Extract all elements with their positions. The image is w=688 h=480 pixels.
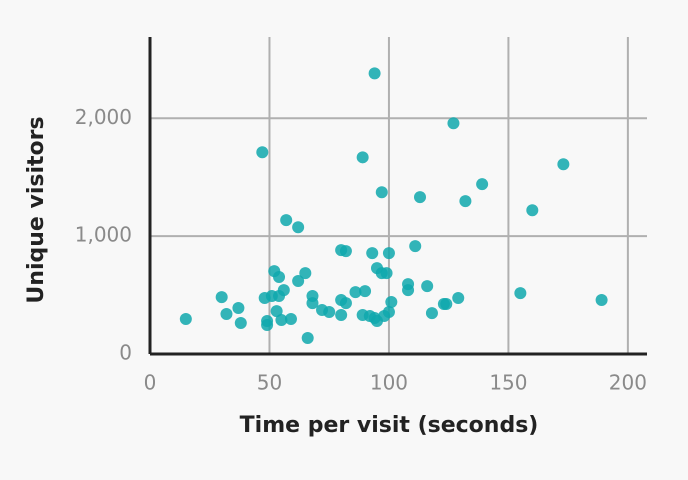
point (273, 271, 286, 284)
point (232, 302, 245, 315)
point (301, 331, 314, 344)
point (375, 186, 388, 199)
point (557, 158, 570, 171)
point (385, 296, 398, 309)
x-tick-label: 150 (489, 371, 527, 395)
x-tick-label: 100 (370, 371, 408, 395)
point (292, 275, 305, 288)
point (440, 298, 453, 311)
point (425, 307, 438, 320)
x-tick-label: 0 (144, 371, 157, 395)
point (514, 287, 527, 300)
point (380, 267, 393, 280)
point (595, 294, 608, 307)
point (447, 117, 460, 130)
point (215, 291, 228, 304)
x-tick-label: 50 (257, 371, 282, 395)
point (368, 67, 381, 80)
y-axis-label: Unique visitors (24, 116, 49, 303)
point (452, 292, 465, 305)
point (270, 305, 283, 318)
point (459, 195, 472, 208)
point (179, 313, 192, 326)
x-axis-label: Time per visit (seconds) (240, 413, 539, 438)
y-tick-label: 2,000 (75, 105, 132, 129)
point (280, 214, 293, 227)
point (220, 308, 233, 321)
point (349, 286, 362, 299)
point (414, 191, 427, 204)
point (323, 306, 336, 319)
point (359, 285, 372, 298)
point (339, 245, 352, 258)
point (382, 306, 395, 319)
point (526, 204, 539, 217)
y-tick-label: 0 (119, 341, 132, 365)
point (339, 297, 352, 310)
point (409, 240, 422, 253)
point (275, 314, 288, 327)
point (292, 221, 305, 234)
y-tick-label: 1,000 (75, 223, 132, 247)
point (476, 178, 489, 191)
point (261, 315, 274, 328)
point (299, 267, 312, 280)
point (335, 308, 348, 321)
point (284, 313, 297, 326)
point (277, 284, 290, 297)
point (234, 317, 247, 330)
point (256, 146, 269, 159)
point (421, 280, 434, 293)
point (306, 297, 319, 310)
point (356, 151, 369, 164)
point (402, 284, 415, 297)
x-tick-label: 200 (609, 371, 647, 395)
point (382, 247, 395, 260)
point (366, 247, 379, 260)
